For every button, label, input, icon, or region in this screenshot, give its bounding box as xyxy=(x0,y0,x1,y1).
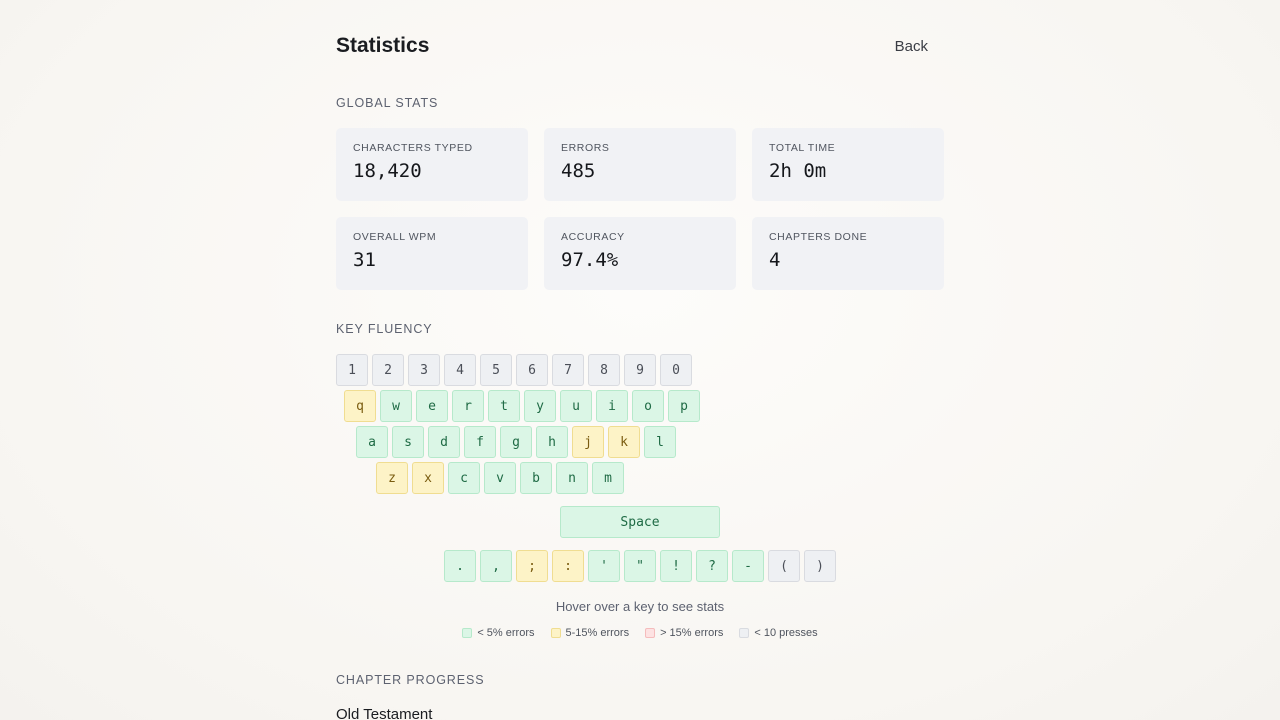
key-h[interactable]: h xyxy=(536,426,568,458)
stat-card-chapters-done: CHAPTERS DONE 4 xyxy=(752,217,944,290)
hover-hint: Hover over a key to see stats xyxy=(555,599,725,614)
key-4[interactable]: 4 xyxy=(444,354,476,386)
key-comma[interactable]: , xyxy=(480,550,512,582)
key-n[interactable]: n xyxy=(556,462,588,494)
key-colon[interactable]: : xyxy=(552,550,584,582)
key-fluency-heading: KEY FLUENCY xyxy=(336,322,433,336)
key-space[interactable]: Space xyxy=(560,506,720,538)
legend-swatch-yellow xyxy=(550,628,561,638)
key-x[interactable]: x xyxy=(412,462,444,494)
key-t[interactable]: t xyxy=(488,390,520,422)
key-a[interactable]: a xyxy=(356,426,388,458)
stat-value: 4 xyxy=(769,249,781,271)
page-header: Statistics Back xyxy=(336,32,944,64)
legend-label: < 5% errors xyxy=(477,627,535,639)
legend-swatch-red xyxy=(645,628,656,638)
global-stats-heading: GLOBAL STATS xyxy=(336,96,439,110)
key-7[interactable]: 7 xyxy=(552,354,584,386)
key-period[interactable]: . xyxy=(444,550,476,582)
legend-swatch-gray xyxy=(739,628,750,638)
key-g[interactable]: g xyxy=(500,426,532,458)
old-testament-heading: Old Testament xyxy=(336,706,433,720)
stat-label: OVERALL WPM xyxy=(353,231,437,243)
key-m[interactable]: m xyxy=(592,462,624,494)
chapter-progress-heading: CHAPTER PROGRESS xyxy=(336,673,485,687)
stat-label: ACCURACY xyxy=(561,231,625,243)
legend-item-yellow: 5-15% errors xyxy=(550,627,630,639)
legend-item-gray: < 10 presses xyxy=(739,627,818,639)
stat-value: 18,420 xyxy=(353,160,422,182)
key-3[interactable]: 3 xyxy=(408,354,440,386)
key-question[interactable]: ? xyxy=(696,550,728,582)
legend-label: > 15% errors xyxy=(660,627,724,639)
key-left-paren[interactable]: ( xyxy=(768,550,800,582)
key-k[interactable]: k xyxy=(608,426,640,458)
key-exclamation[interactable]: ! xyxy=(660,550,692,582)
key-i[interactable]: i xyxy=(596,390,628,422)
key-z[interactable]: z xyxy=(376,462,408,494)
key-u[interactable]: u xyxy=(560,390,592,422)
key-quote[interactable]: " xyxy=(624,550,656,582)
stat-value: 31 xyxy=(353,249,376,271)
stat-value: 97.4% xyxy=(561,249,619,271)
stat-label: CHAPTERS DONE xyxy=(769,231,868,243)
key-hyphen[interactable]: - xyxy=(732,550,764,582)
key-s[interactable]: s xyxy=(392,426,424,458)
key-v[interactable]: v xyxy=(484,462,516,494)
stat-card-characters-typed: CHARACTERS TYPED 18,420 xyxy=(336,128,528,201)
key-o[interactable]: o xyxy=(632,390,664,422)
key-e[interactable]: e xyxy=(416,390,448,422)
key-p[interactable]: p xyxy=(668,390,700,422)
key-d[interactable]: d xyxy=(428,426,460,458)
key-9[interactable]: 9 xyxy=(624,354,656,386)
key-r[interactable]: r xyxy=(452,390,484,422)
stat-card-errors: ERRORS 485 xyxy=(544,128,736,201)
key-b[interactable]: b xyxy=(520,462,552,494)
key-8[interactable]: 8 xyxy=(588,354,620,386)
key-f[interactable]: f xyxy=(464,426,496,458)
key-y[interactable]: y xyxy=(524,390,556,422)
stat-value: 485 xyxy=(561,160,596,182)
key-2[interactable]: 2 xyxy=(372,354,404,386)
key-semicolon[interactable]: ; xyxy=(516,550,548,582)
legend-swatch-green xyxy=(462,628,473,638)
stat-card-total-time: TOTAL TIME 2h 0m xyxy=(752,128,944,201)
key-6[interactable]: 6 xyxy=(516,354,548,386)
legend-item-red: > 15% errors xyxy=(645,627,723,639)
key-apostrophe[interactable]: ' xyxy=(588,550,620,582)
stat-card-overall-wpm: OVERALL WPM 31 xyxy=(336,217,528,290)
key-q[interactable]: q xyxy=(344,390,376,422)
stat-value: 2h 0m xyxy=(769,160,827,182)
legend-label: < 10 presses xyxy=(754,627,818,639)
key-0[interactable]: 0 xyxy=(660,354,692,386)
key-c[interactable]: c xyxy=(448,462,480,494)
key-j[interactable]: j xyxy=(572,426,604,458)
legend-label: 5-15% errors xyxy=(565,627,630,639)
key-w[interactable]: w xyxy=(380,390,412,422)
key-l[interactable]: l xyxy=(644,426,676,458)
stat-card-accuracy: ACCURACY 97.4% xyxy=(544,217,736,290)
fluency-legend: < 5% errors 5-15% errors > 15% errors < … xyxy=(336,627,944,639)
key-1[interactable]: 1 xyxy=(336,354,368,386)
key-5[interactable]: 5 xyxy=(480,354,512,386)
key-right-paren[interactable]: ) xyxy=(804,550,836,582)
back-button[interactable]: Back xyxy=(894,38,928,55)
stat-label: ERRORS xyxy=(561,142,610,154)
stat-label: TOTAL TIME xyxy=(769,142,836,154)
legend-item-green: < 5% errors xyxy=(462,627,535,639)
stat-label: CHARACTERS TYPED xyxy=(353,142,473,154)
page-title: Statistics xyxy=(336,34,430,57)
